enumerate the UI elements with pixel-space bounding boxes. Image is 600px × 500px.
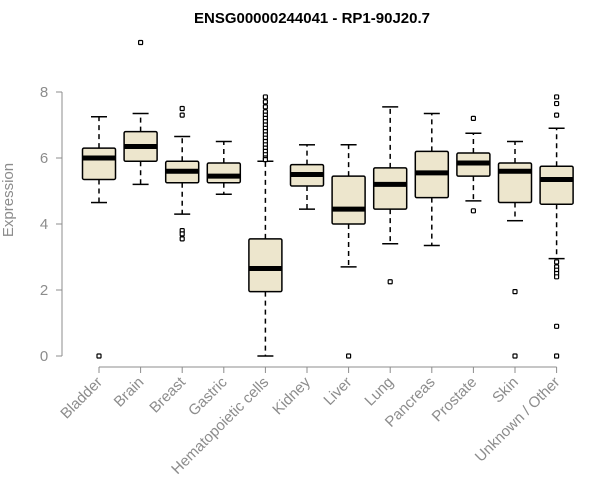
box-group: [331, 144, 366, 359]
x-tick-label: Skin: [489, 374, 522, 407]
outlier-point: [553, 100, 560, 107]
outlier-point: [179, 105, 185, 112]
x-tick-label: Brain: [111, 374, 148, 411]
y-tick-label: 0: [40, 348, 48, 365]
y-axis: 0 2 4 6 8: [40, 84, 63, 365]
outlier-point: [346, 353, 352, 359]
y-tick-label: 2: [40, 282, 48, 299]
box: [248, 238, 283, 293]
outlier-point: [179, 112, 185, 118]
outlier-point: [553, 112, 560, 118]
x-tick-label: Bladder: [57, 374, 106, 423]
box-group: [123, 39, 158, 186]
box-group: [497, 140, 533, 359]
outlier-point: [512, 289, 518, 295]
box-group: [206, 140, 242, 196]
outlier-point: [553, 353, 560, 359]
outlier-point: [96, 353, 102, 359]
outlier-point: [179, 236, 185, 242]
outlier-point: [553, 259, 560, 265]
outlier-point: [553, 323, 560, 329]
box-group: [289, 144, 325, 210]
box: [372, 167, 408, 210]
box: [81, 147, 117, 181]
outlier-point: [470, 115, 476, 122]
box-group: [456, 115, 491, 214]
box-group: [414, 112, 450, 247]
outlier-point: [262, 99, 268, 105]
box-group: [372, 106, 408, 285]
outlier-point: [262, 157, 268, 163]
box-group: [164, 105, 200, 242]
x-tick-label: Prostate: [429, 374, 481, 426]
outlier-point: [138, 39, 144, 46]
x-tick-label: Liver: [320, 374, 355, 409]
boxplots: [81, 39, 574, 359]
outlier-point: [179, 231, 185, 237]
outlier-point: [512, 353, 518, 359]
outlier-point: [553, 274, 560, 280]
box: [331, 175, 366, 225]
outlier-point: [470, 208, 476, 214]
y-tick-label: 8: [40, 84, 48, 101]
x-tick-label: Breast: [146, 373, 189, 416]
box: [206, 162, 242, 184]
x-tick-label: Lung: [361, 374, 397, 410]
outlier-point: [262, 94, 268, 100]
y-tick-label: 6: [40, 150, 48, 167]
outlier-point: [553, 94, 560, 100]
box-group: [248, 94, 283, 357]
outlier-point: [262, 104, 268, 110]
outlier-point: [387, 279, 393, 285]
box-group: [81, 116, 117, 359]
y-axis-label: Expression: [0, 163, 17, 237]
box: [539, 165, 574, 205]
box-group: [539, 94, 574, 359]
y-tick-label: 4: [40, 216, 48, 233]
chart-title: ENSG00000244041 - RP1-90J20.7: [194, 10, 430, 27]
x-tick-label: Kidney: [269, 373, 314, 418]
